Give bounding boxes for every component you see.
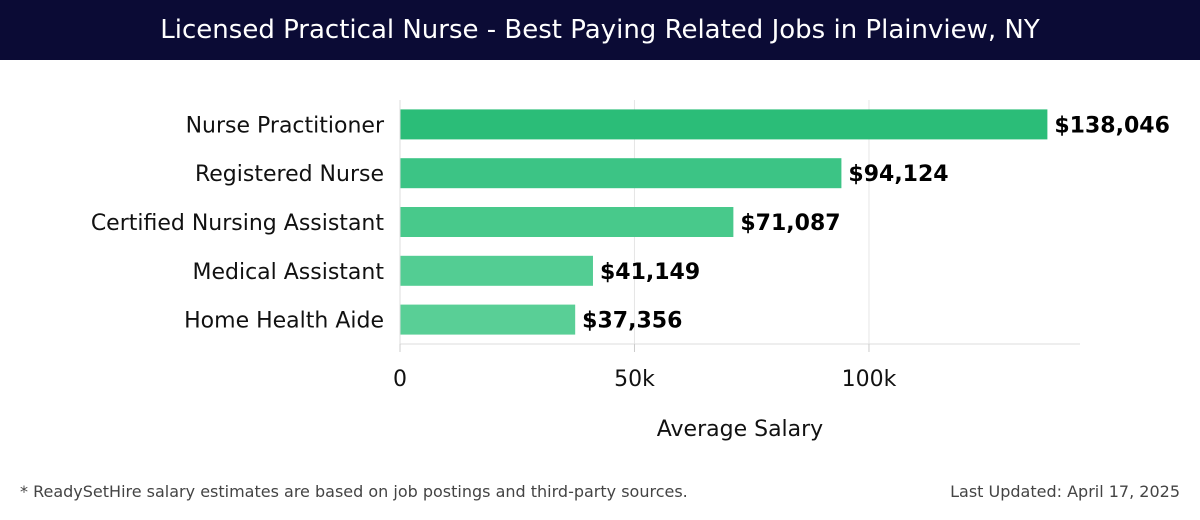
bar — [400, 207, 734, 237]
category-label: Registered Nurse — [195, 162, 384, 187]
bar — [400, 304, 576, 335]
bar-chart: 0 50k 100k Nurse Practitioner $138,046 Regis… — [91, 100, 1170, 442]
labels: Nurse Practitioner $138,046 Registered Nur… — [91, 113, 1170, 333]
category-label: Home Health Aide — [184, 309, 384, 334]
x-tick-label: 50k — [614, 367, 655, 392]
category-label: Certified Nursing Assistant — [91, 211, 385, 236]
x-axis: 0 50k 100k — [393, 100, 1080, 392]
x-tick-label: 100k — [842, 367, 897, 392]
category-label: Nurse Practitioner — [186, 113, 385, 138]
bar — [400, 255, 593, 286]
value-label: $41,149 — [600, 260, 700, 285]
x-axis-title: Average Salary — [657, 417, 823, 442]
bar — [400, 158, 842, 189]
value-label: $71,087 — [740, 211, 840, 236]
bar — [400, 109, 1048, 140]
title-bar: Licensed Practical Nurse - Best Paying R… — [0, 0, 1200, 60]
value-label: $37,356 — [582, 309, 682, 334]
category-label: Medical Assistant — [192, 260, 384, 285]
chart-title: Licensed Practical Nurse - Best Paying R… — [160, 15, 1040, 45]
bars — [400, 109, 1048, 335]
x-tick-label: 0 — [393, 367, 407, 392]
last-updated: Last Updated: April 17, 2025 — [950, 482, 1180, 501]
value-label: $138,046 — [1054, 113, 1170, 138]
value-label: $94,124 — [848, 162, 948, 187]
footnote: * ReadySetHire salary estimates are base… — [20, 482, 688, 501]
